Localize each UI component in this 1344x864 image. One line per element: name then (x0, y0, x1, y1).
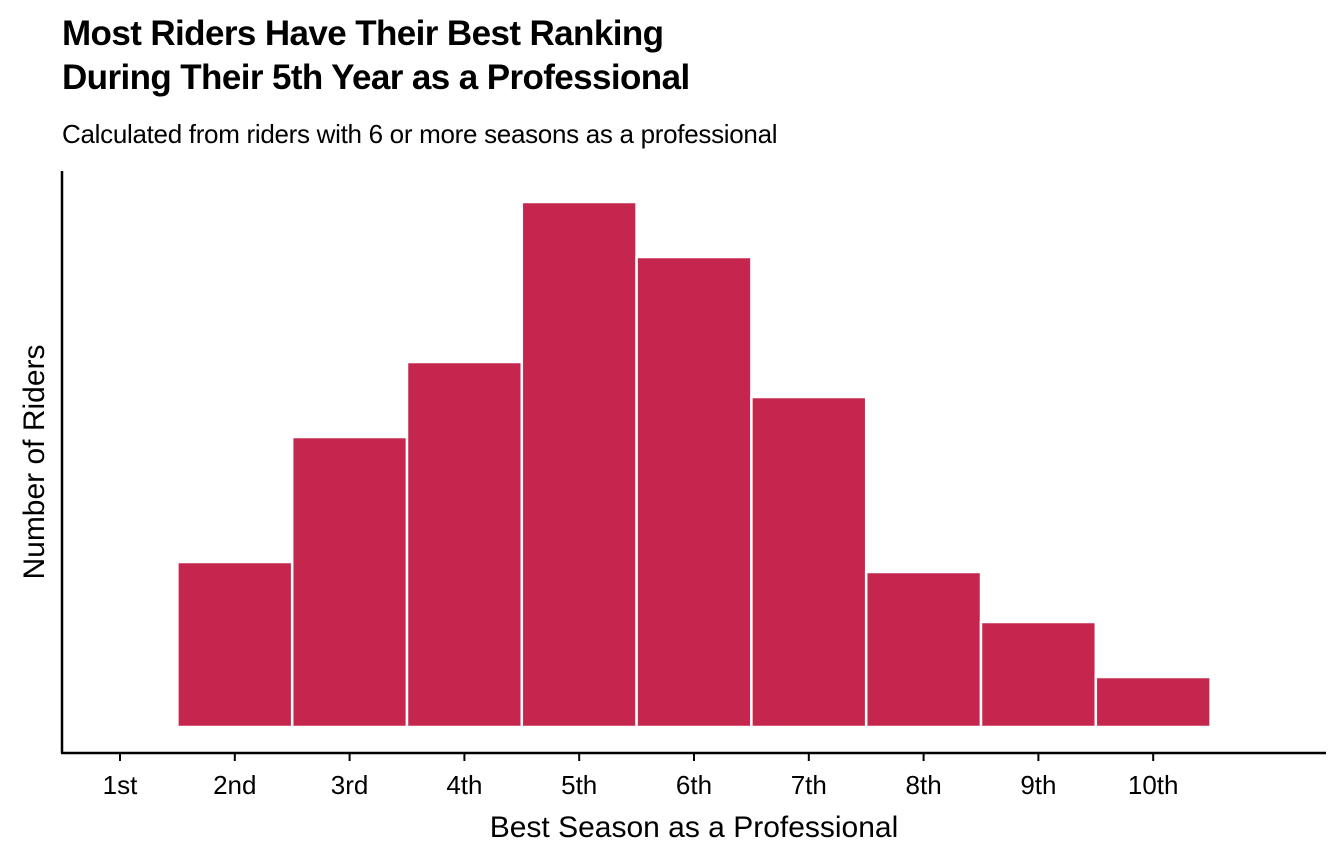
chart-title-line-2: During Their 5th Year as a Professional (62, 58, 690, 97)
x-tick-label-4th: 4th (446, 770, 482, 800)
bar-3rd (290, 435, 409, 729)
bar-7th (750, 395, 868, 729)
x-tick-label-2nd: 2nd (213, 770, 256, 800)
chart-title-line-1: Most Riders Have Their Best Ranking (62, 14, 664, 53)
y-axis-title: Number of Riders (18, 344, 51, 579)
x-axis-title: Best Season as a Professional (490, 811, 899, 844)
x-tick-label-1st: 1st (103, 770, 138, 800)
x-tick-label-3rd: 3rd (331, 770, 369, 800)
x-tick-labels-group: 1st 2nd 3rd 4th 5th 6th 7th 8th 9th 10th (103, 770, 1179, 800)
bar-6th (635, 255, 753, 729)
bar-4th (405, 360, 524, 729)
x-tick-label-10th: 10th (1128, 770, 1179, 800)
x-tick-label-5th: 5th (561, 770, 597, 800)
chart-subtitle: Calculated from riders with 6 or more se… (62, 119, 778, 149)
bar-2nd (176, 560, 294, 729)
bar-9th (979, 620, 1098, 729)
x-tick-label-6th: 6th (676, 770, 712, 800)
x-ticks-group (119, 753, 1155, 761)
bar-5th (520, 200, 638, 729)
x-tick-label-9th: 9th (1020, 770, 1056, 800)
bar-8th (864, 570, 983, 729)
bar-10th (1094, 675, 1212, 729)
x-tick-label-8th: 8th (906, 770, 942, 800)
bars-group (176, 200, 1212, 729)
chart-title: Most Riders Have Their Best Ranking Duri… (62, 12, 690, 100)
x-tick-label-7th: 7th (791, 770, 827, 800)
